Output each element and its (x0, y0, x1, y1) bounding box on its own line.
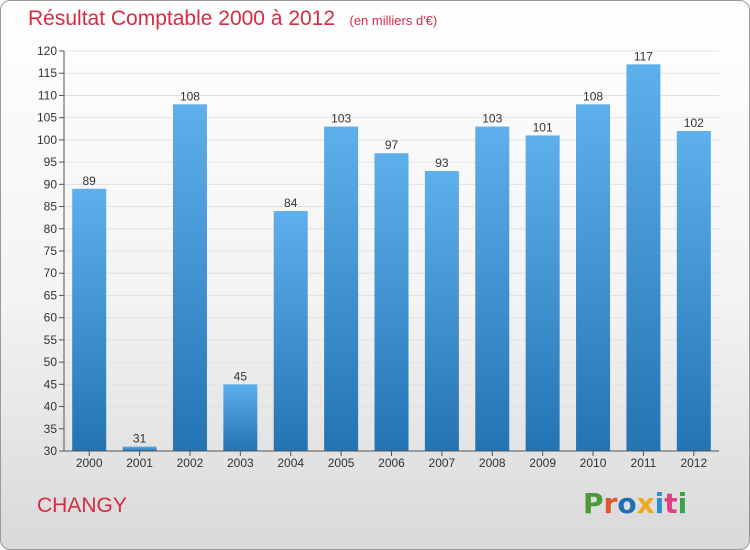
data-label-2010: 108 (583, 89, 603, 103)
bar-2004 (273, 211, 308, 451)
bar-2012 (676, 131, 711, 451)
data-labels: 89 31 108 45 84 103 97 93 103 101 108 117 102 (83, 49, 705, 445)
title-row: Résultat Comptable 2000 à 2012 (en milli… (28, 7, 437, 31)
x-tick-label: 2007 (429, 456, 456, 470)
logo-letter: x (636, 487, 655, 520)
data-label-2000: 89 (83, 174, 97, 188)
bar-2005 (324, 126, 359, 452)
y-tick-label: 80 (44, 222, 58, 236)
axes: 30 35 40 45 50 55 60 65 70 75 80 85 90 95 100 105 110 115… (37, 44, 719, 470)
x-tick-label: 2000 (76, 456, 103, 470)
logo-letter: o (617, 487, 637, 520)
x-tick-label: 2012 (680, 456, 707, 470)
y-tick-label: 90 (44, 177, 58, 191)
x-tick-label: 2001 (126, 456, 153, 470)
x-tick-label: 2003 (227, 456, 254, 470)
data-label-2011: 117 (634, 49, 653, 63)
chart-subtitle: (en milliers d'€) (349, 13, 438, 28)
data-label-2001: 31 (133, 432, 147, 446)
y-tick-label: 55 (44, 333, 58, 347)
x-tick-label: 2011 (631, 456, 657, 470)
proxiti-logo: Proxiti (583, 487, 687, 520)
y-tick-label: 105 (37, 111, 57, 125)
data-label-2009: 101 (533, 120, 553, 134)
x-tick-label: 2002 (177, 456, 204, 470)
bar-2002 (172, 104, 207, 451)
data-label-2006: 97 (385, 138, 399, 152)
y-tick-label: 95 (44, 155, 58, 169)
x-tick-label: 2006 (378, 456, 405, 470)
x-tick-label: 2004 (277, 456, 304, 470)
bar-2006 (374, 153, 409, 451)
y-tick-label: 45 (44, 377, 58, 391)
bars (72, 64, 711, 452)
bar-2010 (576, 104, 611, 451)
bar-2009 (525, 135, 560, 451)
y-tick-label: 100 (37, 133, 57, 147)
data-label-2002: 108 (180, 89, 200, 103)
logo-letter: t (664, 487, 678, 520)
x-tick-label: 2010 (580, 456, 607, 470)
data-label-2012: 102 (684, 116, 704, 130)
y-tick-label: 120 (37, 44, 57, 58)
y-tick-label: 30 (44, 444, 58, 458)
data-label-2008: 103 (482, 112, 502, 126)
bar-2000 (72, 188, 107, 451)
y-tick-label: 50 (44, 355, 58, 369)
bar-2001 (122, 446, 157, 451)
y-tick-label: 35 (44, 422, 58, 436)
bar-2007 (424, 171, 459, 451)
y-tick-label: 60 (44, 311, 58, 325)
y-tick-label: 70 (44, 266, 58, 280)
logo-letter: i (654, 487, 665, 520)
y-tick-label: 40 (44, 400, 58, 414)
logo-letter: i (677, 487, 688, 520)
x-tick-label: 2005 (328, 456, 355, 470)
commune-name: CHANGY (37, 494, 127, 517)
bar-2003 (223, 384, 258, 451)
y-tick-label: 115 (38, 66, 57, 80)
bar-2008 (475, 126, 510, 452)
x-tick-label: 2009 (529, 456, 556, 470)
y-tick-label: 110 (38, 88, 57, 102)
y-tick-label: 65 (44, 288, 58, 302)
bar-2011 (626, 64, 661, 452)
data-label-2003: 45 (234, 369, 248, 383)
data-label-2005: 103 (331, 112, 351, 126)
x-tick-label: 2008 (479, 456, 506, 470)
data-label-2007: 93 (435, 156, 449, 170)
y-tick-label: 85 (44, 200, 58, 214)
logo-letter: r (603, 487, 618, 520)
logo-letter: P (583, 487, 604, 520)
y-tick-label: 75 (44, 244, 58, 258)
data-label-2004: 84 (284, 196, 298, 210)
chart-title: Résultat Comptable 2000 à 2012 (28, 7, 336, 30)
